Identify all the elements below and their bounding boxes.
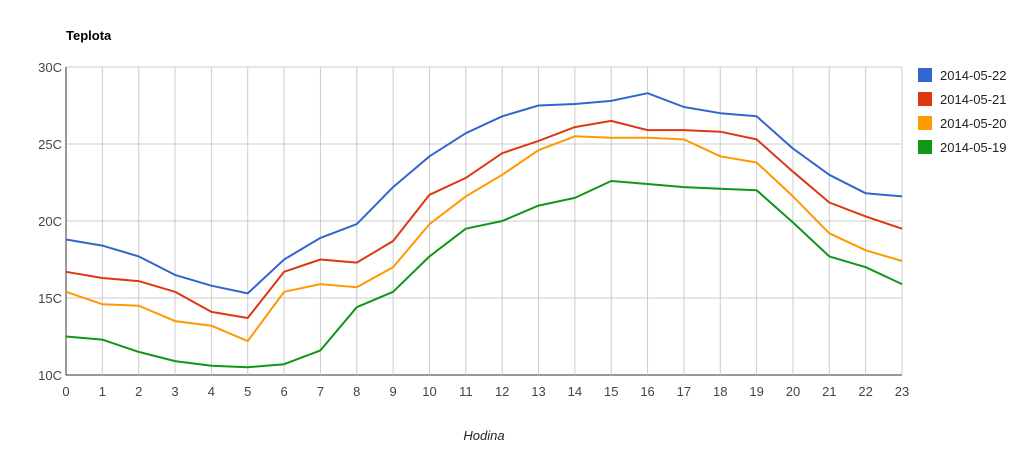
x-tick-label: 4 [208,384,215,399]
series-line-2014-05-19 [65,180,903,369]
x-axis-title: Hodina [463,428,504,443]
x-tick-label: 10 [422,384,436,399]
y-tick-label: 25C [38,137,62,152]
x-tick-label: 8 [353,384,360,399]
x-tick-label: 1 [99,384,106,399]
legend-swatch [918,140,932,154]
legend-swatch [918,116,932,130]
x-tick-label: 19 [749,384,763,399]
y-tick-label: 15C [38,291,62,306]
legend-label: 2014-05-20 [940,116,1007,131]
x-tick-label: 17 [677,384,691,399]
legend-swatch [918,68,932,82]
x-tick-label: 0 [62,384,69,399]
x-tick-label: 22 [858,384,872,399]
x-tick-label: 13 [531,384,545,399]
y-tick-label: 10C [38,368,62,383]
legend-label: 2014-05-21 [940,92,1007,107]
x-tick-label: 14 [568,384,582,399]
x-tick-label: 15 [604,384,618,399]
series-line-2014-05-20 [65,135,903,343]
legend: 2014-05-22 2014-05-21 2014-05-20 2014-05-19 [918,68,1007,155]
x-tick-label: 5 [244,384,251,399]
x-tick-label: 20 [786,384,800,399]
y-tick-label: 20C [38,214,62,229]
y-tick-label: 30C [38,60,62,75]
y-axis-ticks: 10C 15C 20C 25C 30C [38,60,62,383]
legend-label: 2014-05-19 [940,140,1007,155]
series-line-2014-05-21 [65,119,903,319]
x-tick-label: 11 [459,384,473,399]
x-tick-label: 23 [895,384,909,399]
x-tick-label: 12 [495,384,509,399]
legend-swatch [918,92,932,106]
x-tick-label: 16 [640,384,654,399]
series-line-2014-05-22 [65,92,903,295]
x-tick-label: 6 [280,384,287,399]
x-tick-label: 21 [822,384,836,399]
series-lines [65,92,903,369]
legend-label: 2014-05-22 [940,68,1007,83]
x-tick-label: 7 [317,384,324,399]
x-tick-label: 9 [390,384,397,399]
grid [65,66,903,376]
x-tick-label: 2 [135,384,142,399]
x-tick-label: 3 [171,384,178,399]
x-axis-ticks: 0 1 2 3 4 5 6 7 8 9 10 11 12 13 14 15 16 17 18 19 20 21 22 23 [62,384,909,399]
x-tick-label: 18 [713,384,727,399]
chart-title: Teplota [66,28,112,43]
